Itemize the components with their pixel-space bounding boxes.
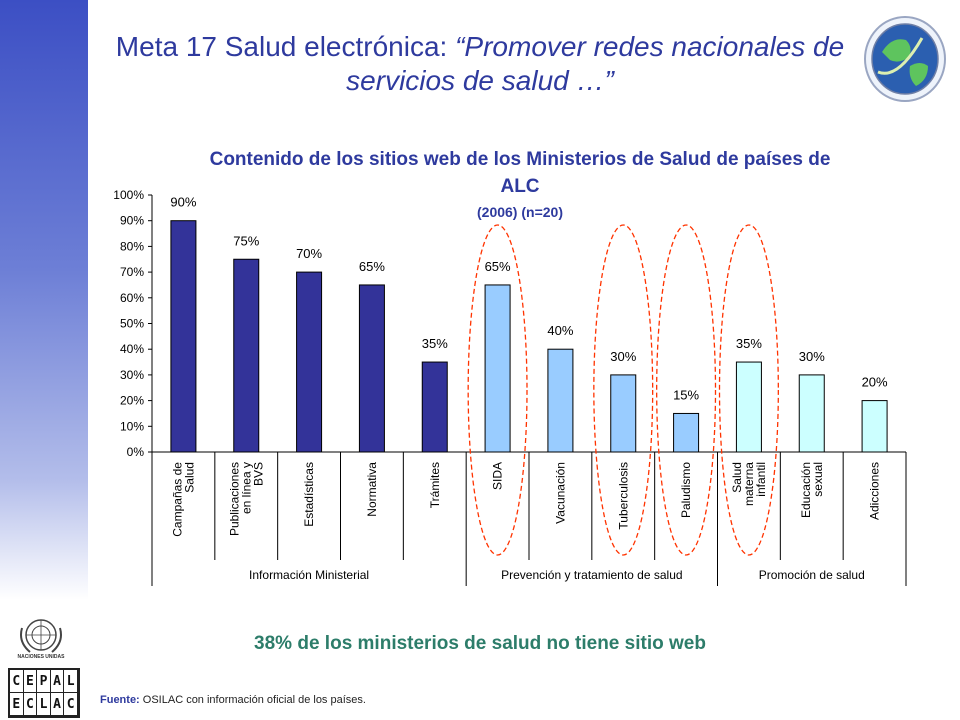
highlight-ellipse bbox=[467, 224, 528, 556]
y-tick-label: 30% bbox=[120, 368, 144, 382]
y-tick-label: 100% bbox=[113, 188, 144, 202]
bar-value-label: 70% bbox=[296, 246, 322, 261]
y-tick-label: 80% bbox=[120, 239, 144, 253]
eclac-letter: A bbox=[50, 693, 65, 716]
category-label: Trámites bbox=[428, 462, 442, 508]
bar-value-label: 35% bbox=[736, 336, 762, 351]
category-label: infantil bbox=[754, 462, 768, 497]
bar bbox=[735, 361, 762, 453]
eclac-letter: E bbox=[10, 693, 24, 716]
bar bbox=[296, 271, 323, 453]
y-tick-label: 0% bbox=[127, 445, 145, 459]
bar bbox=[610, 374, 637, 453]
bar bbox=[358, 284, 385, 453]
cepal-eclac-logo: C E P A L E C L A C bbox=[8, 668, 80, 718]
bar bbox=[861, 400, 888, 453]
eclac-letter: C bbox=[23, 693, 38, 716]
category-label: en línea y bbox=[239, 462, 253, 514]
chart-subtitle: (2006) (n=20) bbox=[477, 204, 563, 220]
bar-value-label: 30% bbox=[799, 349, 825, 364]
left-gradient-band bbox=[0, 0, 88, 600]
y-tick-label: 70% bbox=[120, 265, 144, 279]
source-text: OSILAC con información oficial de los pa… bbox=[139, 694, 366, 706]
group-label: Promoción de salud bbox=[759, 568, 865, 582]
bar bbox=[673, 412, 700, 453]
bar-value-label: 15% bbox=[673, 387, 699, 402]
bar bbox=[170, 220, 197, 453]
source-note: Fuente: OSILAC con información oficial d… bbox=[100, 694, 366, 706]
cepal-letter: L bbox=[64, 670, 78, 693]
globe-icon bbox=[864, 16, 946, 102]
cepal-letter: C bbox=[10, 670, 24, 693]
cepal-row: C E P A L bbox=[10, 670, 78, 693]
y-tick-label: 40% bbox=[120, 342, 144, 356]
bar-value-label: 65% bbox=[359, 259, 385, 274]
group-label: Información Ministerial bbox=[249, 568, 369, 582]
highlight-ellipse bbox=[656, 224, 717, 556]
category-label: Educación bbox=[799, 462, 813, 518]
group-label: Prevención y tratamiento de salud bbox=[501, 568, 682, 582]
y-tick-label: 50% bbox=[120, 317, 144, 331]
category-label: Salud bbox=[182, 462, 196, 493]
cepal-letter: E bbox=[23, 670, 38, 693]
category-label: Publicaciones bbox=[227, 462, 241, 536]
bar-value-label: 75% bbox=[233, 233, 259, 248]
y-tick-label: 90% bbox=[120, 214, 144, 228]
category-label: sexual bbox=[811, 462, 825, 497]
slide-title-main: Meta 17 Salud electrónica: bbox=[115, 31, 456, 62]
category-label: Normativa bbox=[365, 462, 379, 517]
bar-value-label: 65% bbox=[485, 259, 511, 274]
category-label: Paludismo bbox=[679, 462, 693, 518]
category-label: Tuberculosis bbox=[616, 462, 630, 530]
category-label: materna bbox=[742, 462, 756, 506]
eclac-row: E C L A C bbox=[10, 693, 78, 716]
highlight-statement: 38% de los ministerios de salud no tiene… bbox=[254, 633, 706, 654]
cepal-letter: A bbox=[50, 670, 65, 693]
bar-value-label: 40% bbox=[547, 323, 573, 338]
chart-title: Contenido de los sitios web de los Minis… bbox=[209, 149, 831, 197]
eclac-letter: C bbox=[64, 693, 78, 716]
bar bbox=[547, 348, 574, 453]
slide-title: Meta 17 Salud electrónica: “Promover red… bbox=[100, 30, 860, 98]
bar bbox=[798, 374, 825, 453]
un-emblem-icon bbox=[20, 619, 62, 653]
category-label: Vacunación bbox=[553, 462, 567, 524]
category-label: Estadísticas bbox=[302, 462, 316, 527]
category-label: Adicciones bbox=[868, 462, 882, 520]
bar bbox=[233, 258, 260, 453]
y-tick-label: 20% bbox=[120, 394, 144, 408]
slide-title-quote: “Promover redes nacionales de servicios … bbox=[346, 31, 845, 96]
y-tick-label: 60% bbox=[120, 291, 144, 305]
un-logo-text: NACIONES UNIDAS bbox=[17, 654, 65, 660]
source-label: Fuente: bbox=[100, 694, 140, 706]
bar bbox=[421, 361, 448, 453]
bar-value-label: 90% bbox=[170, 195, 196, 210]
bar bbox=[484, 284, 511, 453]
highlight-ellipse bbox=[593, 224, 654, 556]
category-label: Campañas de bbox=[170, 462, 184, 537]
category-label: SIDA bbox=[491, 462, 505, 490]
cepal-letter: P bbox=[37, 670, 51, 693]
eclac-letter: L bbox=[37, 693, 51, 716]
category-label: BVS bbox=[251, 462, 265, 486]
bar-value-label: 35% bbox=[422, 336, 448, 351]
category-label: Salud bbox=[730, 462, 744, 493]
bar-value-label: 30% bbox=[610, 349, 636, 364]
y-tick-label: 10% bbox=[120, 419, 144, 433]
highlight-ellipse bbox=[718, 224, 779, 556]
bar-value-label: 20% bbox=[862, 375, 888, 390]
